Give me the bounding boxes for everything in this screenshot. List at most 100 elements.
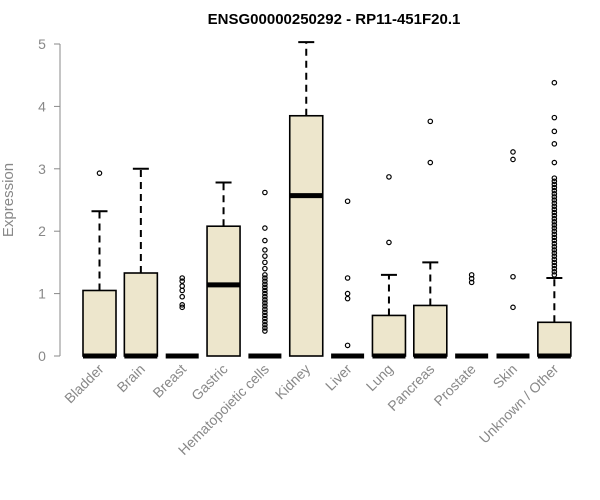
outlier-point — [262, 259, 268, 266]
outlier-point — [468, 275, 475, 282]
outlier-point — [551, 231, 558, 238]
y-tick-label: 2 — [38, 223, 46, 239]
outlier-point — [179, 293, 186, 300]
box-rect — [206, 225, 241, 357]
outlier-point — [551, 250, 558, 256]
box-bladder — [82, 170, 117, 359]
outlier-point — [551, 114, 558, 121]
outlier-point — [262, 247, 268, 253]
x-tick-label: Bladder — [61, 361, 107, 407]
x-tick-label: Breast — [149, 361, 189, 401]
outlier-point — [551, 184, 558, 191]
outlier-point — [262, 290, 268, 297]
outlier-point — [510, 273, 516, 280]
box-rect — [412, 304, 448, 357]
outlier-point — [551, 200, 558, 206]
outlier-point — [262, 300, 268, 306]
x-tick-label: Lung — [363, 361, 396, 394]
outlier-point — [262, 318, 268, 325]
box-prostate — [455, 272, 489, 359]
outlier-point — [262, 325, 268, 331]
outlier-point — [551, 253, 558, 259]
outlier-point — [262, 278, 268, 284]
outlier-point — [551, 197, 558, 203]
x-tick-label: Kidney — [272, 361, 314, 403]
outlier-point — [510, 304, 516, 311]
outlier-point — [551, 203, 558, 210]
x-tick-label: Skin — [490, 361, 521, 392]
box-hematopoietic-cells — [248, 189, 282, 359]
outlier-point — [551, 206, 558, 213]
outlier-point — [386, 239, 392, 246]
outlier-point — [262, 237, 268, 244]
outlier-point — [551, 247, 558, 253]
outlier-point — [179, 278, 186, 284]
outlier-point — [551, 190, 558, 197]
box-lung — [371, 174, 407, 359]
outlier-point — [551, 209, 558, 216]
outlier-point — [262, 309, 268, 316]
box-rect — [371, 314, 407, 357]
y-tick-label: 1 — [38, 286, 46, 302]
outlier-point — [262, 315, 268, 322]
y-tick-label: 0 — [38, 348, 46, 364]
y-tick-label: 5 — [38, 36, 46, 52]
outlier-point — [427, 159, 434, 166]
box-unknown-other — [537, 79, 572, 359]
y-tick-label: 4 — [38, 98, 46, 114]
boxes-group — [82, 41, 572, 359]
outlier-point — [551, 222, 558, 228]
box-brain — [123, 167, 159, 359]
outlier-point — [468, 272, 475, 278]
box-kidney — [288, 41, 324, 357]
outlier-point — [551, 228, 558, 235]
outlier-point — [179, 304, 186, 311]
box-rect — [537, 321, 572, 357]
x-tick-label: Brain — [114, 361, 148, 395]
outlier-point — [262, 275, 268, 281]
outlier-point — [551, 175, 558, 181]
outlier-point — [262, 306, 268, 313]
outlier-point — [551, 272, 558, 278]
outlier-point — [551, 240, 558, 247]
outlier-point — [262, 287, 268, 294]
outlier-point — [262, 303, 268, 309]
box-gastric — [206, 181, 241, 357]
outlier-point — [551, 159, 558, 166]
outlier-point — [551, 212, 558, 219]
outlier-point — [386, 174, 392, 180]
outlier-point — [551, 187, 558, 194]
outlier-point — [344, 290, 351, 297]
outlier-point — [551, 244, 558, 250]
outlier-point — [344, 275, 351, 281]
y-tick-label: 3 — [38, 161, 46, 177]
outlier-point — [551, 265, 558, 272]
outlier-point — [179, 287, 186, 294]
outlier-point — [551, 259, 558, 266]
outlier-point — [262, 293, 268, 300]
outlier-point — [551, 256, 558, 263]
outlier-point — [551, 215, 558, 222]
box-pancreas — [412, 118, 448, 359]
box-rect — [82, 289, 117, 357]
outlier-point — [262, 328, 268, 334]
x-tick-label: Liver — [322, 361, 355, 394]
outlier-point — [262, 189, 268, 196]
outlier-point — [551, 237, 558, 244]
box-rect — [288, 114, 324, 357]
outlier-point — [344, 295, 351, 302]
outlier-point — [427, 118, 434, 125]
outlier-point — [179, 275, 186, 281]
box-skin — [496, 149, 530, 359]
y-axis: 0 1 2 3 4 5 — [38, 36, 61, 364]
outlier-point — [551, 79, 558, 86]
outlier-point — [551, 262, 558, 269]
outlier-point — [262, 225, 268, 231]
outlier-point — [179, 283, 186, 289]
outlier-point — [96, 170, 103, 176]
outlier-point — [262, 312, 268, 319]
outlier-point — [551, 194, 558, 200]
outlier-point — [262, 265, 268, 272]
outlier-point — [179, 302, 186, 308]
